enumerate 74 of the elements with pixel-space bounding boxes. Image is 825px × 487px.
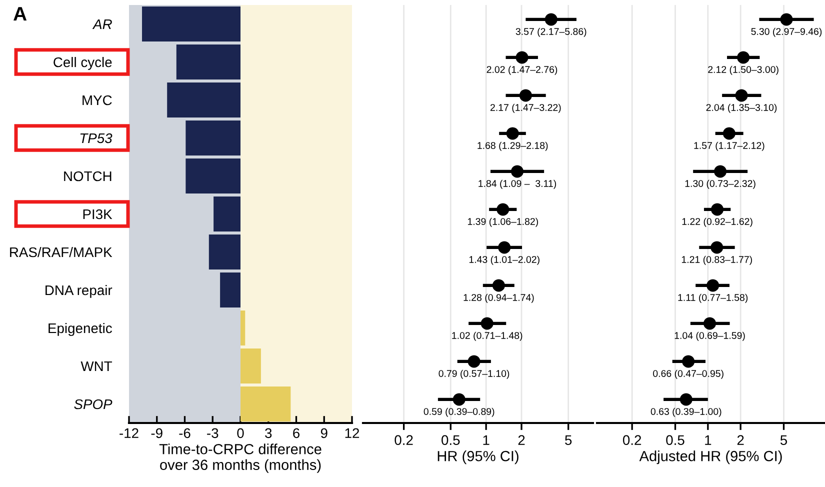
x-tick-label: -9 [151, 428, 162, 438]
x-axis-title: HR (95% CI) [438, 450, 518, 464]
data-label: 1.22 (0.92–1.62) [682, 218, 752, 227]
bar [208, 234, 240, 270]
x-tick-label: 0.2 [622, 435, 642, 446]
data-label: 1.02 (0.71–1.48) [452, 332, 522, 341]
y-tick-label: WNT [80, 361, 112, 372]
point [492, 279, 505, 292]
data-label: 1.30 (0.73–2.32) [685, 180, 756, 189]
x-tick-label: 1 [705, 435, 712, 445]
x-tick-label: 0.2 [394, 435, 413, 446]
data-label: 2.04 (1.35–3.10) [706, 104, 777, 113]
x-tick-label: 0.5 [442, 435, 460, 446]
y-tick-label: AR [92, 19, 112, 30]
data-label: 0.79 (0.57–1.10) [438, 370, 510, 379]
data-label: 2.12 (1.50–3.00) [708, 66, 778, 75]
x-tick-label: 1 [483, 435, 490, 445]
point [498, 241, 511, 254]
data-label: 1.39 (1.06–1.82) [468, 218, 538, 227]
bar [240, 310, 246, 346]
data-label: 1.84 (1.09 – 3.11) [478, 180, 556, 189]
data-label: 2.02 (1.47–2.76) [486, 66, 558, 75]
text: A [14, 7, 27, 20]
data-label: 1.68 (1.29–2.18) [478, 142, 548, 151]
x-tick-label: -3 [207, 428, 218, 438]
bar [186, 158, 240, 194]
bar [240, 386, 291, 422]
y-tick-label: MYC [82, 95, 112, 106]
y-tick-label: SPOP [74, 399, 112, 410]
x-tick-label: -12 [120, 428, 138, 438]
y-tick-label: PI3K [83, 209, 112, 220]
bar [142, 6, 240, 42]
data-label: 0.66 (0.47–0.95) [653, 370, 724, 379]
x-tick-label: 5 [780, 435, 788, 446]
bar [220, 272, 240, 308]
y-tick-label: TP53 [80, 133, 112, 144]
data-label: 0.59 (0.39–0.89) [424, 408, 494, 417]
data-label: 3.57 (2.17–5.86) [516, 28, 586, 37]
x-tick-label: 2 [518, 435, 525, 445]
x-axis-title: Adjusted HR (95% CI) [639, 450, 782, 464]
data-label: 2.17 (1.47–3.22) [490, 104, 561, 113]
x-tick-label: 9 [320, 428, 328, 438]
bar [176, 44, 240, 80]
y-tick-label: NOTCH [64, 171, 112, 182]
bar [186, 120, 240, 156]
x-tick-label: 3 [265, 428, 272, 438]
x-tick-label: 0.5 [666, 435, 684, 446]
x-tick-label: 2 [737, 435, 744, 445]
point [516, 51, 528, 64]
bar [214, 196, 240, 232]
y-tick-label: DNA repair [46, 284, 112, 298]
x-axis-title: Time-to-CRPC difference over 36 months (months) [159, 444, 322, 473]
y-tick-label: Cell cycle [54, 56, 112, 70]
data-label: 1.21 (0.83–1.77) [682, 256, 752, 265]
bar [167, 82, 240, 118]
x-tick-label: 5 [565, 435, 572, 446]
data-label: 1.04 (0.69–1.59) [674, 332, 745, 341]
y-tick-label: Epigenetic [48, 322, 112, 336]
data-label: 1.11 (0.77–1.58) [678, 294, 748, 303]
x-tick-label: 12 [345, 428, 360, 438]
x-tick-label: -6 [179, 428, 190, 438]
data-label: 0.63 (0.39–1.00) [650, 408, 722, 417]
point [496, 203, 510, 216]
y-tick-label: RAS/RAF/MAPK [10, 246, 112, 258]
data-label: 1.57 (1.17–2.12) [694, 142, 764, 151]
point [519, 89, 532, 102]
point [510, 165, 524, 178]
data-label: 1.28 (0.94–1.74) [464, 294, 534, 303]
x-tick-label: 0 [237, 428, 244, 438]
data-label: 5.30 (2.97–9.46) [751, 28, 822, 37]
bar [240, 348, 261, 384]
data-label: 1.43 (1.01–2.02) [469, 256, 540, 265]
x-tick-label: 6 [293, 428, 300, 438]
point [506, 127, 519, 140]
